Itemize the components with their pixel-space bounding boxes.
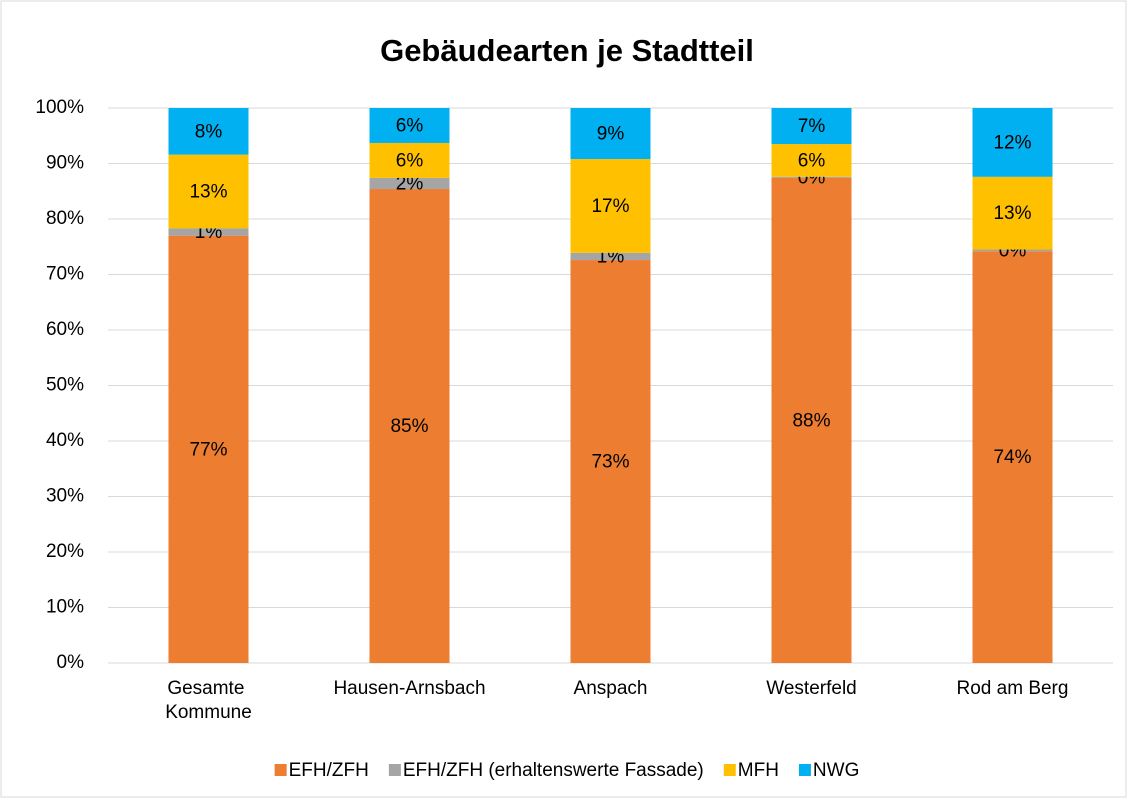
legend-swatch — [798, 764, 811, 776]
data-label: 17% — [591, 196, 629, 217]
legend-label: MFH — [738, 760, 779, 781]
data-label: 6% — [798, 150, 826, 171]
bar-segment — [771, 177, 852, 663]
data-label: 6% — [396, 115, 424, 136]
data-label: 73% — [591, 452, 629, 473]
legend-swatch — [274, 764, 287, 776]
bar-segment — [168, 154, 249, 229]
y-tick-label: 100% — [35, 97, 84, 118]
data-label: 77% — [189, 439, 227, 460]
bar-segment — [570, 108, 651, 160]
bar-segment — [972, 249, 1053, 252]
x-tick-label: Westerfeld — [766, 678, 856, 699]
x-tick-label: Rod am Berg — [957, 678, 1069, 699]
bar-segment — [972, 251, 1053, 663]
y-tick-label: 70% — [46, 264, 84, 285]
y-tick-label: 80% — [46, 208, 84, 229]
data-label: 13% — [189, 182, 227, 203]
data-label: 9% — [597, 124, 625, 145]
y-tick-label: 10% — [46, 597, 84, 618]
data-label: 2% — [396, 173, 424, 194]
bar-segment — [369, 189, 450, 663]
y-tick-label: 90% — [46, 153, 84, 174]
data-label: 6% — [396, 150, 424, 171]
y-tick-label: 40% — [46, 430, 84, 451]
data-label: 8% — [195, 121, 223, 142]
bar-segment — [168, 235, 249, 663]
bar-segment — [570, 252, 651, 261]
bar-segment — [369, 108, 450, 143]
legend-swatch — [388, 764, 401, 776]
bar-segment — [369, 142, 450, 178]
data-label: 88% — [792, 410, 830, 431]
y-tick-label: 50% — [46, 375, 84, 396]
legend-label: EFH/ZFH — [289, 760, 369, 781]
legend-swatch — [723, 764, 736, 776]
bar-segment — [570, 159, 651, 253]
bar-segment — [972, 108, 1053, 177]
data-label: 12% — [993, 132, 1031, 153]
chart-title: Gebäudearten je Stadtteil — [380, 33, 754, 68]
bar-segment — [570, 260, 651, 663]
bar-segment — [168, 228, 249, 236]
y-tick-label: 60% — [46, 319, 84, 340]
bar-segment — [771, 144, 852, 177]
x-tick-label: Hausen-Arnsbach — [333, 678, 485, 699]
data-label: 74% — [993, 447, 1031, 468]
bar-segment — [369, 177, 450, 190]
data-label: 7% — [798, 116, 826, 137]
y-tick-label: 30% — [46, 486, 84, 507]
x-tick-label: Anspach — [574, 678, 648, 699]
data-label: 13% — [993, 203, 1031, 224]
y-tick-label: 20% — [46, 541, 84, 562]
legend-label: NWG — [813, 760, 859, 781]
data-label: 85% — [390, 416, 428, 437]
legend-label: EFH/ZFH (erhaltenswerte Fassade) — [403, 760, 704, 781]
x-tick-label: Gesamte Kommune — [165, 678, 252, 723]
bar-segment — [168, 108, 249, 155]
bar-segment — [771, 108, 852, 145]
bar-segment — [972, 176, 1053, 250]
y-tick-label: 0% — [57, 652, 85, 673]
bar-segment — [771, 176, 852, 178]
